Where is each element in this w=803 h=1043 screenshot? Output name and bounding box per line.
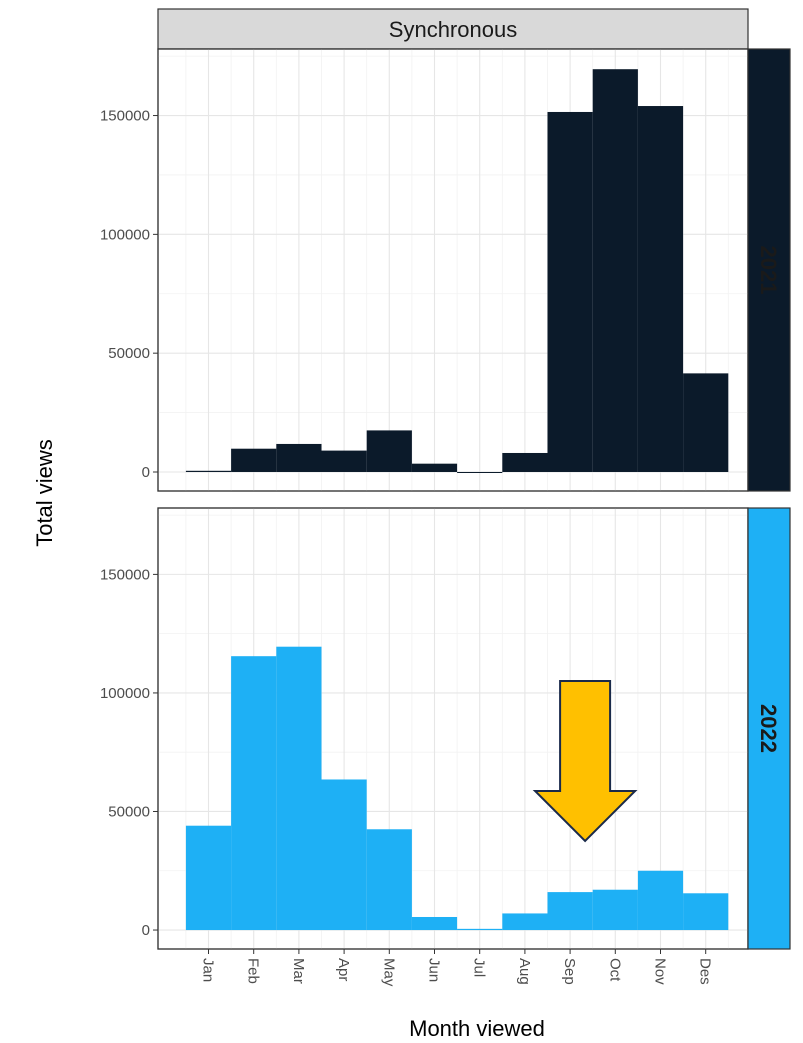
x-tick-label-Oct: Oct: [606, 958, 623, 982]
bar-2021-Apr: [321, 450, 367, 472]
bar-2021-Nov: [637, 106, 684, 472]
annotation-arrow-down: [532, 680, 638, 843]
y-tick-label: 100000: [100, 685, 150, 702]
y-tick-label: 0: [142, 464, 150, 481]
bar-2022-May: [366, 829, 412, 931]
panel-2022: 0 50000 100000 150000 2022: [100, 507, 791, 950]
x-tick-label-Jan: Jan: [200, 958, 217, 982]
bar-2021-Mar: [276, 443, 322, 472]
x-tick-label-Apr: Apr: [335, 958, 352, 981]
bar-2021-Jul: [457, 471, 503, 473]
facet-strip-top: Synchronous: [157, 8, 749, 50]
bar-2021-Jan: [185, 470, 232, 472]
facet-strip-label: Synchronous: [389, 17, 517, 42]
bar-2022-Des: [683, 893, 729, 931]
bar-2022-Jul: [457, 928, 503, 931]
y-tick-label: 50000: [108, 345, 150, 362]
annotation-layer: [532, 680, 638, 843]
bar-2022-Jan: [185, 825, 232, 931]
bar-2022-Apr: [321, 779, 367, 931]
x-tick-label-Mar: Mar: [290, 958, 307, 984]
x-tick-label-Nov: Nov: [652, 958, 669, 985]
y-tick-label: 150000: [100, 566, 150, 583]
x-axis: Jan Feb Mar Apr May Jun Jul Aug Sep Oct Nov Des: [200, 949, 714, 987]
x-tick-label-Aug: Aug: [516, 958, 533, 985]
x-tick-label-Jul: Jul: [471, 958, 488, 977]
bar-2022-Aug: [502, 913, 548, 931]
bar-2022-Mar: [276, 646, 322, 931]
bar-2021-Jun: [411, 463, 458, 472]
x-tick-label-Jun: Jun: [426, 958, 443, 982]
x-tick-label-May: May: [380, 958, 397, 987]
y-tick-label: 100000: [100, 226, 150, 243]
bar-2021-Oct: [592, 69, 638, 472]
bar-2021-Sep: [547, 111, 593, 472]
y-axis-title: Total views: [32, 439, 57, 547]
x-tick-label-Feb: Feb: [245, 958, 262, 984]
bar-2021-Aug: [502, 452, 548, 472]
row-strip-2022: [747, 507, 791, 950]
bar-2022-Sep: [547, 892, 593, 931]
row-strip-label-2022: 2022: [756, 704, 781, 753]
bar-2022-Nov: [637, 870, 684, 931]
panel-2021: 0 50000 100000 150000 2021: [100, 48, 791, 492]
bar-2022-Feb: [231, 656, 277, 931]
y-tick-label: 50000: [108, 803, 150, 820]
bar-2021-Des: [683, 373, 729, 472]
x-tick-label-Des: Des: [697, 958, 714, 985]
x-axis-title: Month viewed: [409, 1016, 545, 1041]
row-strip-2021: [747, 48, 791, 492]
bar-2022-Oct: [592, 889, 638, 931]
bar-2022-Jun: [411, 916, 458, 931]
y-tick-label: 0: [142, 922, 150, 939]
panels-layer: 0 50000 100000 150000 2021 0 50000 100000 150000…: [100, 48, 791, 950]
bar-2021-May: [366, 430, 412, 472]
bar-2021-Feb: [231, 448, 277, 472]
x-tick-label-Sep: Sep: [561, 958, 578, 985]
y-tick-label: 150000: [100, 108, 150, 125]
row-strip-label-2021: 2021: [756, 246, 781, 295]
